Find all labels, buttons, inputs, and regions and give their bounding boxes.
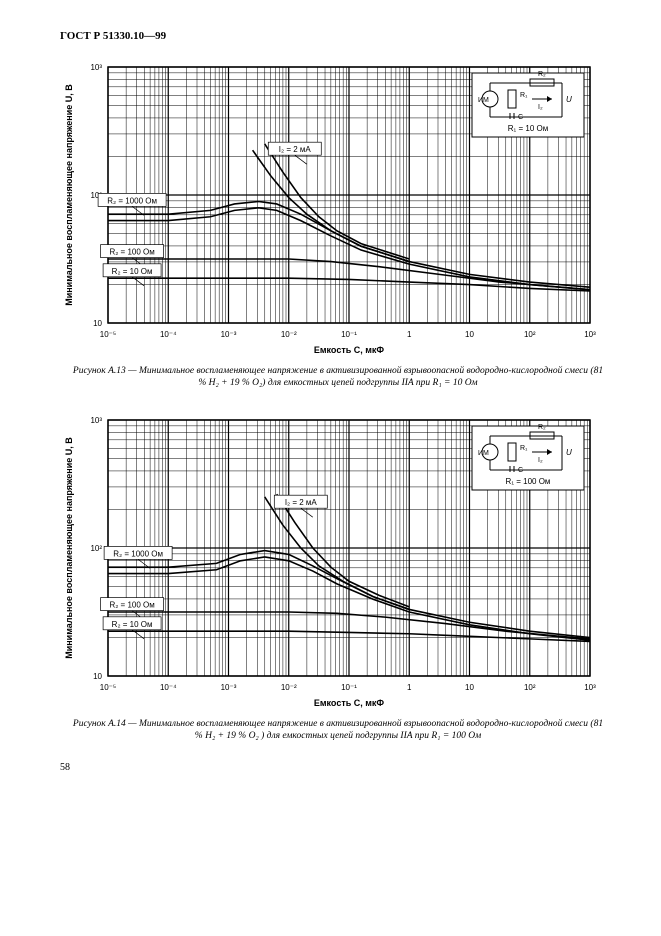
svg-text:10⁻⁵: 10⁻⁵	[100, 330, 116, 339]
svg-text:1: 1	[407, 683, 412, 692]
svg-text:R₁ = 10 Ом: R₁ = 10 Ом	[508, 124, 548, 133]
svg-text:I₂ = 2 мА: I₂ = 2 мА	[285, 498, 318, 507]
svg-text:Минимальное воспламеняющее нап: Минимальное воспламеняющее напряжение U,…	[64, 84, 74, 306]
svg-text:10: 10	[93, 319, 102, 328]
caption-a13: Рисунок А.13 — Минимальное воспламеняюще…	[70, 365, 606, 390]
svg-text:10³: 10³	[584, 330, 596, 339]
chart-a13: 10⁻⁵10⁻⁴10⁻³10⁻²10⁻¹11010²10³1010²10³Емк…	[60, 57, 616, 357]
svg-text:R₂ = 1000 Ом: R₂ = 1000 Ом	[113, 549, 163, 558]
svg-text:10³: 10³	[584, 683, 596, 692]
svg-text:10⁻²: 10⁻²	[281, 330, 297, 339]
svg-text:I₂: I₂	[538, 457, 543, 464]
svg-text:10⁻²: 10⁻²	[281, 683, 297, 692]
svg-text:R₂: R₂	[538, 424, 546, 431]
svg-text:10³: 10³	[90, 63, 102, 72]
svg-text:R₁: R₁	[520, 445, 528, 452]
svg-text:1: 1	[407, 330, 412, 339]
svg-text:R₂: R₂	[538, 71, 546, 78]
page: ГОСТ Р 51330.10—99 10⁻⁵10⁻⁴10⁻³10⁻²10⁻¹1…	[0, 0, 661, 793]
svg-text:I₂ = 2 мА: I₂ = 2 мА	[279, 145, 312, 154]
svg-text:U: U	[566, 95, 572, 104]
svg-text:10⁻¹: 10⁻¹	[341, 683, 357, 692]
svg-text:R₂ = 100 Ом: R₂ = 100 Ом	[109, 600, 154, 609]
svg-text:U: U	[566, 448, 572, 457]
doc-header: ГОСТ Р 51330.10—99	[60, 30, 616, 42]
svg-text:10⁻³: 10⁻³	[221, 683, 237, 692]
svg-text:R₂ = 100 Ом: R₂ = 100 Ом	[109, 248, 154, 257]
svg-text:10: 10	[93, 672, 102, 681]
svg-text:10: 10	[465, 330, 474, 339]
svg-text:10²: 10²	[90, 544, 102, 553]
svg-text:R₂ = 1000 Ом: R₂ = 1000 Ом	[107, 196, 157, 205]
svg-text:10²: 10²	[524, 683, 536, 692]
svg-text:Емкость C, мкФ: Емкость C, мкФ	[314, 345, 385, 355]
caption-a14: Рисунок А.14 — Минимальное воспламеняюще…	[70, 718, 606, 743]
svg-text:10²: 10²	[524, 330, 536, 339]
svg-text:Минимальное воспламеняющее нап: Минимальное воспламеняющее напряжение U,…	[64, 436, 74, 658]
svg-text:10⁻⁴: 10⁻⁴	[160, 330, 177, 339]
svg-text:R₁: R₁	[520, 92, 528, 99]
svg-text:Емкость C, мкФ: Емкость C, мкФ	[314, 698, 385, 708]
svg-text:ИМ: ИМ	[478, 97, 489, 104]
svg-text:10⁻³: 10⁻³	[221, 330, 237, 339]
chart-a14: 10⁻⁵ 10⁻⁴ 10⁻³ 10⁻² 10⁻¹ 1 10 10² 10³ 10 10² 10³ Емк…	[60, 410, 616, 710]
svg-text:R₂ = 10 Ом: R₂ = 10 Ом	[112, 619, 153, 628]
svg-text:10: 10	[465, 683, 474, 692]
svg-text:I₂: I₂	[538, 104, 543, 111]
svg-text:R₁ = 100 Ом: R₁ = 100 Ом	[506, 477, 551, 486]
svg-text:10⁻¹: 10⁻¹	[341, 330, 357, 339]
svg-text:10⁻⁴: 10⁻⁴	[160, 683, 177, 692]
svg-text:ИМ: ИМ	[478, 450, 489, 457]
svg-text:10⁻⁵: 10⁻⁵	[100, 683, 116, 692]
page-number: 58	[60, 762, 616, 773]
svg-text:10³: 10³	[90, 416, 102, 425]
svg-text:R₂ = 10 Ом: R₂ = 10 Ом	[112, 267, 153, 276]
